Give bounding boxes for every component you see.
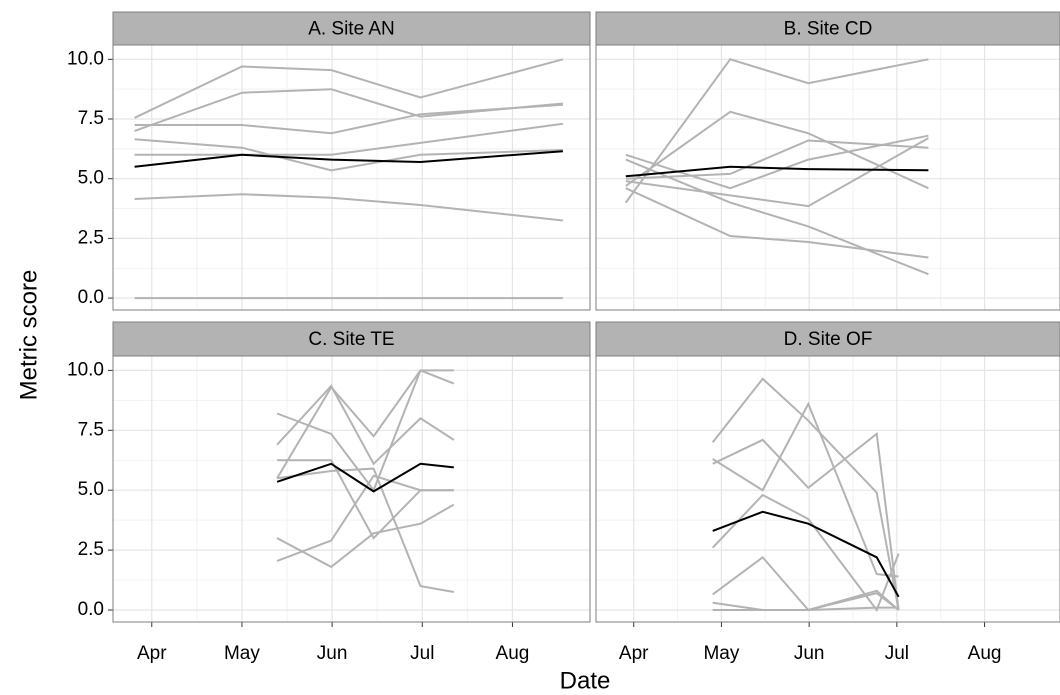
data-line [134, 88, 563, 132]
data-line [134, 150, 563, 168]
data-line [625, 165, 929, 178]
panel-background [113, 45, 590, 310]
data-line [711, 377, 900, 611]
data-line [276, 384, 455, 466]
strip-title: C. Site TE [308, 329, 394, 350]
y-tick-label: 10.0 [67, 359, 104, 380]
y-tick-label: 5.0 [78, 168, 104, 189]
data-line [134, 58, 564, 119]
panel-border [112, 355, 591, 623]
x-tick-label: May [703, 643, 739, 664]
data-line [276, 369, 455, 479]
data-line [276, 474, 454, 562]
y-tick-label: 2.5 [78, 539, 104, 560]
y-tick-label: 7.5 [78, 108, 104, 129]
data-line [712, 510, 900, 598]
panel-background [596, 356, 1060, 622]
data-line [134, 193, 564, 222]
x-tick-label: Aug [968, 643, 1002, 664]
data-line [276, 369, 454, 493]
x-tick-label: Jul [885, 643, 909, 664]
x-axis-title: Date [560, 667, 611, 694]
x-tick-label: Jun [794, 643, 825, 664]
data-line [134, 103, 563, 135]
panel-border [595, 44, 1060, 311]
panel-background [113, 356, 590, 622]
x-tick-label: May [224, 643, 260, 664]
data-line [134, 138, 563, 172]
x-tick-label: Jul [410, 643, 434, 664]
strip-title: B. Site CD [784, 19, 873, 40]
data-line [625, 110, 929, 190]
panel-border [595, 355, 1060, 623]
y-tick-label: 0.0 [78, 287, 104, 308]
x-tick-label: Apr [619, 643, 649, 664]
data-line [712, 432, 900, 611]
y-tick-label: 10.0 [67, 48, 104, 69]
x-tick-label: Aug [496, 643, 530, 664]
y-tick-label: 7.5 [78, 419, 104, 440]
y-axis-title: Metric score [15, 270, 42, 401]
x-tick-label: Jun [317, 643, 348, 664]
y-tick-label: 0.0 [78, 599, 104, 620]
data-line [134, 122, 564, 156]
strip-title: D. Site OF [784, 329, 873, 350]
data-line [711, 493, 900, 613]
data-line [712, 401, 899, 578]
data-line [712, 606, 899, 611]
y-tick-label: 2.5 [78, 227, 104, 248]
data-line [625, 139, 929, 180]
data-line [276, 462, 454, 493]
data-line [625, 187, 929, 259]
strip-title: A. Site AN [308, 19, 395, 40]
strip-background [112, 11, 591, 46]
panel-border [112, 44, 591, 311]
strip-background [595, 321, 1060, 357]
strip-background [595, 11, 1060, 46]
data-line [276, 467, 454, 593]
data-line [625, 137, 929, 208]
x-tick-label: Apr [137, 643, 167, 664]
strip-background [112, 321, 591, 357]
y-tick-label: 5.0 [78, 479, 104, 500]
data-line [624, 58, 929, 204]
data-line [276, 503, 455, 569]
